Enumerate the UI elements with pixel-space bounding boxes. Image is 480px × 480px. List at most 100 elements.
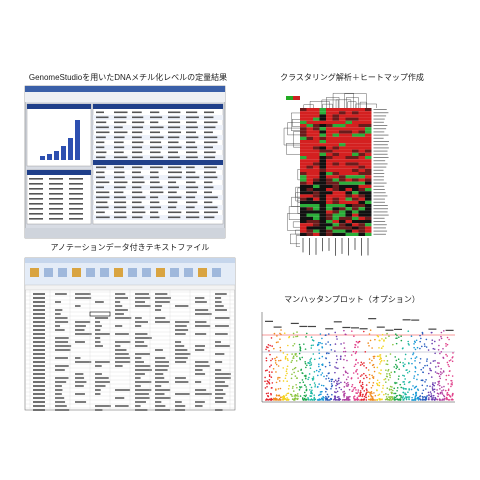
point — [299, 386, 302, 389]
heatmap-cell — [365, 207, 372, 211]
heatmap-cell — [326, 127, 333, 131]
point — [387, 379, 390, 381]
point — [350, 354, 353, 356]
heatmap-cell — [306, 207, 313, 211]
cell-text — [132, 131, 143, 134]
heatmap-cell — [358, 108, 365, 112]
heatmap-cell — [306, 213, 313, 217]
point — [451, 360, 454, 363]
point — [430, 396, 433, 398]
point — [264, 380, 266, 383]
heatmap-cell — [300, 152, 307, 156]
point — [439, 377, 442, 380]
heatmap-cell — [319, 152, 326, 156]
heatmap-cell — [313, 194, 320, 198]
heatmap-cell — [339, 156, 346, 160]
point — [334, 331, 337, 334]
cell-text — [168, 111, 181, 114]
cell-text — [33, 397, 45, 399]
cell-text — [55, 341, 69, 343]
point — [371, 392, 373, 395]
point — [351, 390, 354, 393]
point — [433, 388, 436, 391]
heatmap-cell — [332, 159, 339, 163]
heatmap-cell — [313, 168, 320, 172]
point — [423, 396, 426, 398]
point — [291, 398, 294, 400]
cell-text — [75, 329, 85, 331]
heatmap-cell — [313, 213, 320, 217]
point — [354, 343, 356, 346]
point — [405, 398, 408, 401]
point — [445, 345, 447, 347]
point — [421, 392, 424, 395]
heatmap-cell — [332, 143, 339, 147]
cell-text — [33, 357, 45, 359]
cell-text — [150, 131, 161, 134]
point — [321, 372, 324, 374]
point — [271, 382, 274, 384]
point — [429, 391, 432, 393]
cell-text — [204, 146, 213, 149]
cell-text — [135, 317, 142, 319]
point — [346, 359, 348, 362]
cell-text — [75, 325, 86, 327]
cell-text — [96, 151, 107, 154]
point — [379, 356, 382, 358]
heatmap-cell — [319, 191, 326, 195]
cell-text — [115, 325, 123, 327]
point — [295, 384, 297, 386]
cell-text — [215, 293, 227, 295]
point — [384, 398, 387, 401]
point — [437, 393, 440, 395]
point — [440, 368, 442, 370]
heatmap-cell — [365, 143, 372, 147]
point — [292, 332, 295, 335]
point — [390, 395, 392, 398]
point — [386, 332, 388, 335]
cell-text — [75, 357, 81, 359]
cell-text — [135, 297, 151, 299]
point — [432, 347, 435, 350]
cell-text — [204, 211, 218, 214]
point — [336, 390, 339, 393]
heatmap-cell — [332, 117, 339, 121]
point — [327, 333, 330, 335]
point — [366, 389, 368, 392]
point — [285, 374, 287, 377]
point — [329, 399, 331, 401]
cell-text — [155, 369, 168, 371]
point — [276, 378, 279, 380]
point — [353, 335, 355, 338]
point — [426, 360, 428, 362]
ribbon-icon — [128, 268, 137, 277]
point — [347, 376, 349, 378]
dendrogram — [291, 112, 300, 131]
cell-text — [195, 365, 210, 367]
heatmap-cell — [358, 146, 365, 150]
point — [335, 335, 338, 338]
point — [310, 392, 313, 394]
cell-text — [115, 365, 123, 367]
point — [267, 392, 269, 394]
point — [275, 399, 278, 401]
cell-text — [49, 208, 63, 210]
caption: クラスタリング解析＋ヒートマップ作成 — [280, 72, 424, 82]
heatmap-cell — [339, 175, 346, 179]
point — [442, 347, 444, 350]
point — [310, 395, 313, 397]
point — [330, 378, 333, 381]
heatmap-cell — [339, 165, 346, 169]
point — [429, 367, 431, 370]
point — [385, 396, 388, 398]
heatmap-cell — [319, 108, 326, 112]
point — [451, 383, 453, 386]
cell-text — [175, 353, 191, 355]
heatmap-cell — [300, 120, 307, 124]
cell-text — [29, 188, 43, 190]
point — [402, 362, 404, 364]
point — [336, 358, 339, 361]
point — [333, 380, 335, 383]
heatmap-cell — [332, 194, 339, 198]
point — [386, 360, 389, 362]
